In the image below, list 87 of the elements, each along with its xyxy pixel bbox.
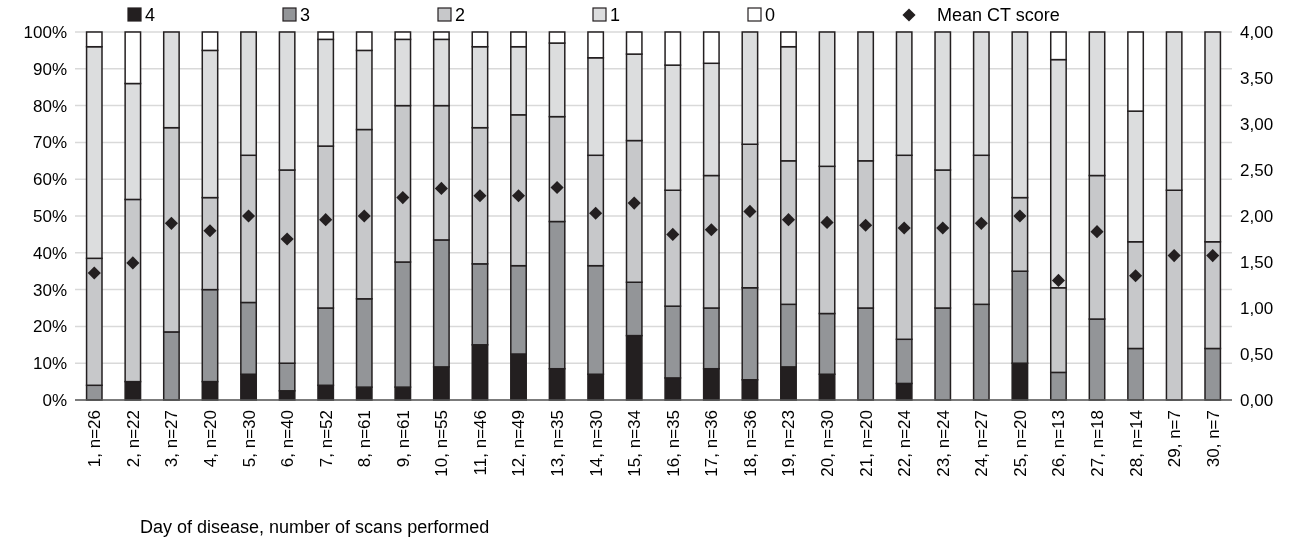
x-tick-label: 19, n=23 (779, 410, 799, 477)
x-tick-label: 20, n=30 (818, 410, 837, 477)
point (1206, 248, 1220, 263)
x-tick-label: 2, n=22 (123, 410, 143, 468)
legend-label: 1 (610, 5, 621, 26)
point (280, 232, 294, 246)
point (1167, 248, 1181, 263)
point (164, 216, 178, 230)
y-tick-label: 60% (32, 170, 67, 190)
x-tick-label: 24, n=27 (972, 410, 992, 477)
y2-tick-label: 1,50 (1240, 252, 1274, 272)
point (241, 209, 256, 223)
y2-tick-label: 3,50 (1240, 68, 1274, 88)
point (897, 221, 911, 235)
point (1090, 225, 1104, 239)
y-tick-label: 50% (32, 206, 67, 226)
y-tick-label: 40% (32, 243, 67, 263)
x-tick-label: 28, n=14 (1126, 410, 1146, 477)
x-tick-label: 30, n=7 (1203, 410, 1223, 468)
point (820, 215, 834, 230)
point (627, 196, 641, 210)
x-tick-label: 29, n=7 (1165, 410, 1185, 468)
legend-label: 4 (145, 5, 156, 26)
point (1013, 209, 1027, 223)
x-tick-label: 5, n=30 (239, 410, 259, 468)
y2-tick-label: 2,50 (1240, 160, 1274, 180)
x-tick-label: 11, n=46 (470, 410, 490, 476)
y-tick-label: 70% (32, 133, 67, 153)
point (974, 216, 988, 230)
y-tick-label: 100% (23, 22, 67, 42)
y-tick-label: 30% (32, 280, 67, 300)
point (126, 256, 140, 270)
point (357, 209, 371, 223)
y2-tick-label: 0,50 (1240, 344, 1274, 364)
point (473, 189, 487, 203)
x-tick-label: 13, n=35 (548, 410, 568, 477)
x-tick-label: 17, n=36 (702, 410, 722, 477)
point (511, 189, 526, 203)
x-tick-label: 6, n=40 (278, 410, 298, 468)
x-tick-label: 4, n=20 (200, 410, 220, 468)
y2-tick-label: 0,00 (1240, 390, 1274, 410)
y-tick-label: 0% (42, 390, 67, 410)
point (434, 181, 448, 195)
y2-tick-label: 3,00 (1240, 114, 1274, 134)
legend-label: 2 (455, 5, 466, 26)
point (781, 213, 796, 227)
point (936, 221, 950, 235)
x-tick-label: 12, n=49 (509, 410, 529, 477)
y2-tick-label: 4,00 (1240, 22, 1274, 42)
x-tick-label: 3, n=27 (162, 410, 182, 468)
x-tick-label: 27, n=18 (1087, 410, 1107, 477)
legend-label: 3 (300, 5, 311, 26)
legend-label: Mean CT score (937, 5, 1060, 26)
x-tick-label: 23, n=24 (933, 410, 953, 477)
point (203, 224, 217, 238)
x-tick-label: 25, n=20 (1010, 410, 1030, 477)
point (396, 191, 410, 205)
x-tick-label: 8, n=61 (355, 410, 375, 468)
point (319, 213, 333, 227)
point (1051, 273, 1066, 287)
point (743, 204, 757, 218)
legend-label: 0 (765, 5, 776, 26)
y-tick-label: 80% (32, 96, 67, 116)
x-tick-label: 22, n=24 (895, 410, 915, 477)
point (87, 266, 101, 280)
x-axis-title: Day of disease, number of scans performed (140, 517, 490, 537)
x-tick-label: 10, n=55 (432, 410, 452, 477)
x-tick-label: 18, n=36 (740, 410, 760, 477)
x-tick-label: 9, n=61 (393, 410, 413, 468)
y-tick-label: 10% (32, 354, 67, 374)
y2-tick-label: 2,00 (1240, 206, 1274, 226)
y-tick-label: 20% (32, 317, 67, 337)
x-tick-label: 15, n=34 (625, 410, 645, 477)
point (550, 180, 564, 195)
x-tick-label: 16, n=35 (663, 410, 683, 477)
y-tick-label: 90% (32, 59, 67, 79)
x-tick-label: 7, n=52 (316, 410, 336, 468)
x-tick-label: 14, n=30 (586, 410, 606, 477)
point (589, 206, 603, 220)
x-tick-label: 26, n=13 (1049, 410, 1069, 477)
point (666, 227, 680, 241)
point (704, 223, 718, 237)
x-tick-label: 1, n=26 (85, 410, 105, 468)
point (859, 218, 873, 232)
y2-tick-label: 1,00 (1240, 298, 1274, 318)
point (1129, 269, 1143, 283)
x-tick-label: 21, n=20 (856, 410, 876, 477)
